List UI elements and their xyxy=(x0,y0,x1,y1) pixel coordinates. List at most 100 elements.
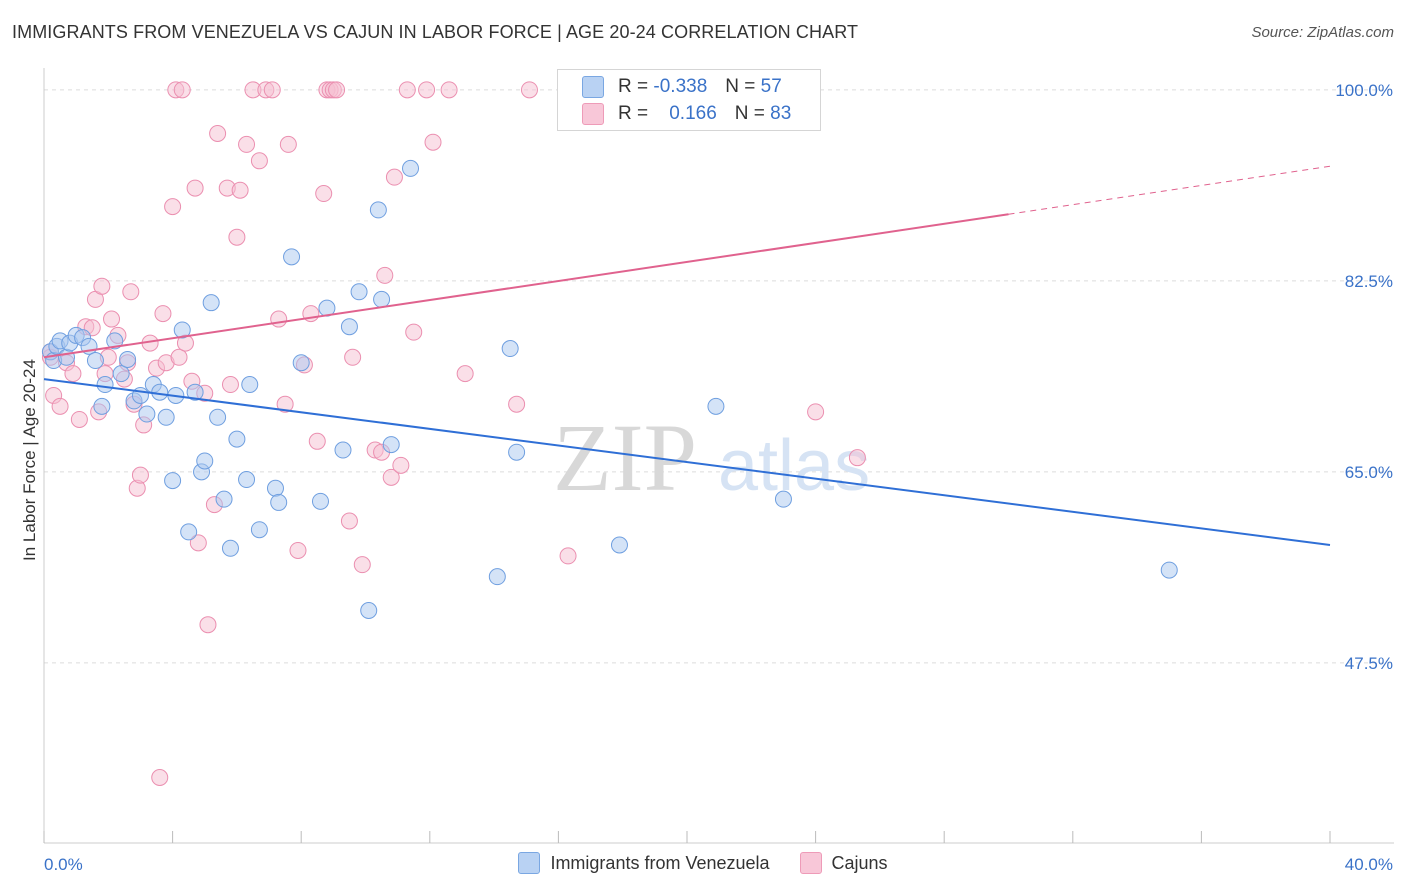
venezuela-point xyxy=(119,350,137,368)
cajun-point xyxy=(263,81,281,99)
cajun-point xyxy=(424,133,442,151)
cajun-point xyxy=(418,81,436,99)
cajun-point xyxy=(231,181,249,199)
legend-label-cajun: Cajuns xyxy=(831,852,888,873)
cajun-point xyxy=(189,534,207,552)
venezuela-point xyxy=(173,321,191,339)
venezuela-point xyxy=(382,436,400,454)
r-label: R = xyxy=(618,76,649,97)
legend-swatch-cajun xyxy=(799,852,822,874)
cajun-point xyxy=(508,395,526,413)
cajun-point xyxy=(308,432,326,450)
bottom-legend: Immigrants from Venezuela Cajuns xyxy=(0,852,1406,874)
cajun-point xyxy=(173,81,191,99)
x-tick-label: 40.0% xyxy=(1345,855,1393,874)
r-label: R = xyxy=(618,103,649,124)
cajun-point xyxy=(398,81,416,99)
n-label: N = xyxy=(725,76,756,97)
venezuela-point xyxy=(311,492,329,510)
legend-item-cajun[interactable]: Cajuns xyxy=(799,852,888,874)
venezuela-point xyxy=(501,340,519,358)
venezuela-point xyxy=(360,602,378,619)
venezuela-point xyxy=(151,383,169,401)
venezuela-point xyxy=(369,201,387,219)
cajun-point xyxy=(276,395,294,413)
venezuela-point xyxy=(334,441,352,459)
cajun-point xyxy=(164,198,182,216)
venezuela-point xyxy=(106,332,124,350)
y-tick-label: 100.0% xyxy=(1335,81,1393,100)
cajun-point xyxy=(405,323,423,341)
venezuela-point xyxy=(508,443,526,461)
n-value-cajun: 83 xyxy=(770,103,792,124)
venezuela-point xyxy=(209,408,227,426)
venezuela-point xyxy=(373,290,391,308)
venezuela-swatch xyxy=(582,76,604,98)
cajun-swatch xyxy=(582,103,604,125)
cajun-point xyxy=(289,541,307,559)
venezuela-point xyxy=(270,493,288,511)
venezuela-point xyxy=(402,159,420,177)
y-tick-label: 47.5% xyxy=(1345,654,1393,673)
cajun-point xyxy=(209,124,227,142)
y-tick-label: 82.5% xyxy=(1345,272,1393,291)
venezuela-point xyxy=(186,383,204,401)
cajun-point xyxy=(328,81,346,99)
source-label: Source: ZipAtlas.com xyxy=(1251,24,1394,41)
stats-row-cajun: R = 0.166 N = 83 xyxy=(582,100,791,128)
cajun-point xyxy=(154,305,172,323)
venezuela-trend-line xyxy=(43,378,1331,546)
venezuela-point xyxy=(96,376,114,394)
axes xyxy=(43,68,1394,844)
cajun-point xyxy=(131,466,149,484)
venezuela-point xyxy=(157,408,175,426)
cajun-point xyxy=(186,179,204,197)
venezuela-point xyxy=(215,490,233,508)
cajun-point xyxy=(270,310,288,328)
cajun-point xyxy=(315,185,333,203)
cajun-point xyxy=(376,266,394,284)
cajun-point xyxy=(238,135,256,153)
cajun-point xyxy=(103,310,121,328)
venezuela-point xyxy=(138,405,156,423)
legend-swatch-venezuela xyxy=(518,852,541,874)
cajun-point xyxy=(122,283,140,301)
venezuela-point xyxy=(340,318,358,336)
cajun-point xyxy=(520,81,538,99)
watermark-atlas: atlas xyxy=(718,426,870,506)
venezuela-point xyxy=(250,521,268,539)
cajun-point xyxy=(279,135,297,153)
cajun-point xyxy=(199,616,217,634)
venezuela-point xyxy=(283,248,301,266)
venezuela-point xyxy=(774,490,792,508)
watermark: ZIP atlas xyxy=(553,404,870,511)
watermark-zip: ZIP xyxy=(553,404,697,511)
cajun-point xyxy=(385,168,403,186)
y-tick-label: 65.0% xyxy=(1345,463,1393,482)
venezuela-point xyxy=(292,354,310,372)
venezuela-point xyxy=(488,568,506,586)
cajun-point xyxy=(848,449,866,467)
r-value-venezuela: -0.338 xyxy=(653,76,708,97)
tick-labels: 100.0% 82.5% 65.0% 47.5% 0.0% 40.0% xyxy=(44,81,1393,874)
stats-legend: R = -0.338 N = 57 R = 0.166 N = 83 xyxy=(557,69,821,131)
venezuela-point xyxy=(266,479,284,497)
venezuela-point xyxy=(241,376,259,394)
venezuela-point xyxy=(93,397,111,415)
cajun-point xyxy=(221,376,239,394)
cajun-point xyxy=(250,152,268,170)
venezuela-point xyxy=(610,536,628,554)
cajun-point xyxy=(64,365,82,383)
cajun-point xyxy=(807,403,825,421)
n-label: N = xyxy=(734,103,765,124)
venezuela-point xyxy=(180,523,198,541)
cajun-point xyxy=(353,556,371,574)
venezuela-point xyxy=(164,472,182,490)
cajun-point xyxy=(456,365,474,383)
cajun-point xyxy=(440,81,458,99)
venezuela-point xyxy=(1160,561,1178,579)
r-value-cajun: 0.166 xyxy=(669,103,717,124)
legend-item-venezuela[interactable]: Immigrants from Venezuela xyxy=(518,852,770,874)
venezuela-point xyxy=(86,352,104,370)
